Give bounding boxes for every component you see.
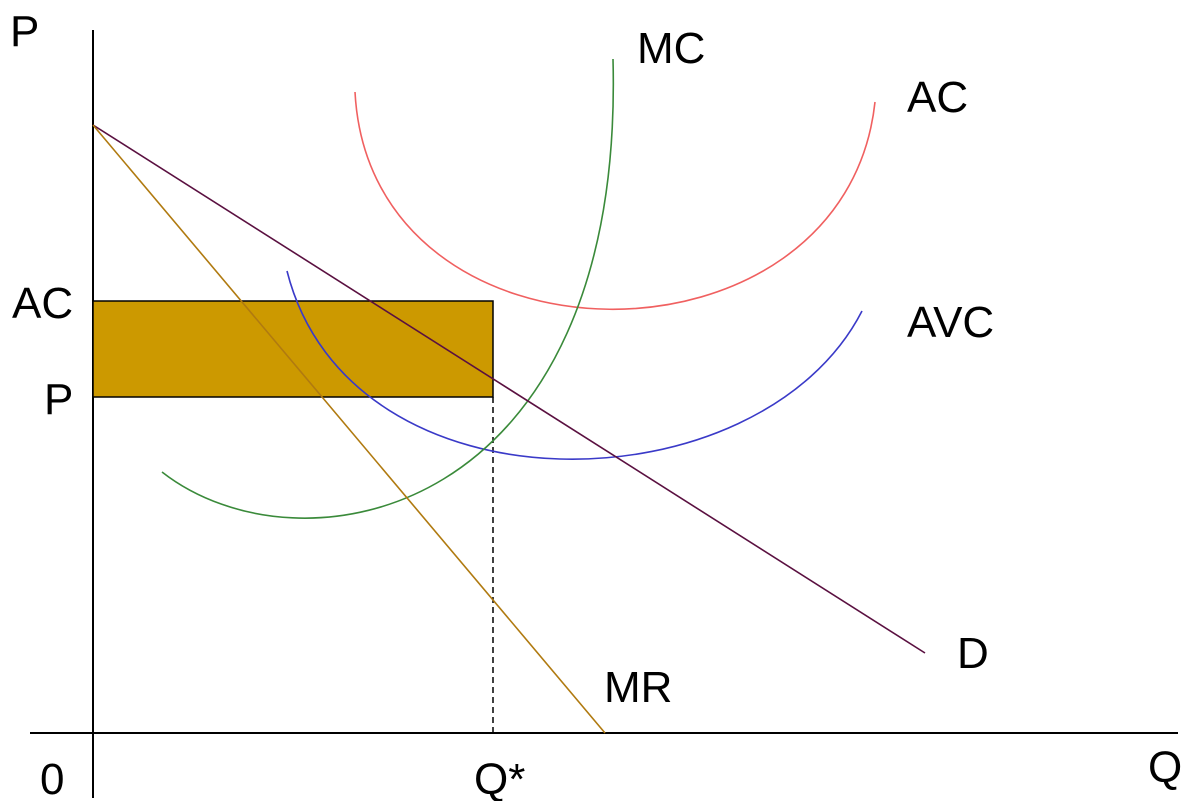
mr-curve [92,124,606,734]
loss-rectangle [92,300,494,398]
avc-label: AVC [907,298,994,347]
mr-label: MR [604,663,672,712]
price-ac-label: AC [12,279,73,328]
mc-label: MC [637,24,705,73]
price-p-label: P [44,375,73,424]
ac-curve-label: AC [907,73,968,122]
demand-label: D [957,629,989,678]
avc-curve [286,270,863,460]
y-axis-label: P [10,7,39,56]
x-axis-label: Q [1148,743,1182,792]
demand-curve [92,124,926,654]
q-star-label: Q* [474,755,525,801]
ac-curve [354,91,876,310]
mc-curve [161,58,614,519]
origin-label: 0 [40,755,64,801]
